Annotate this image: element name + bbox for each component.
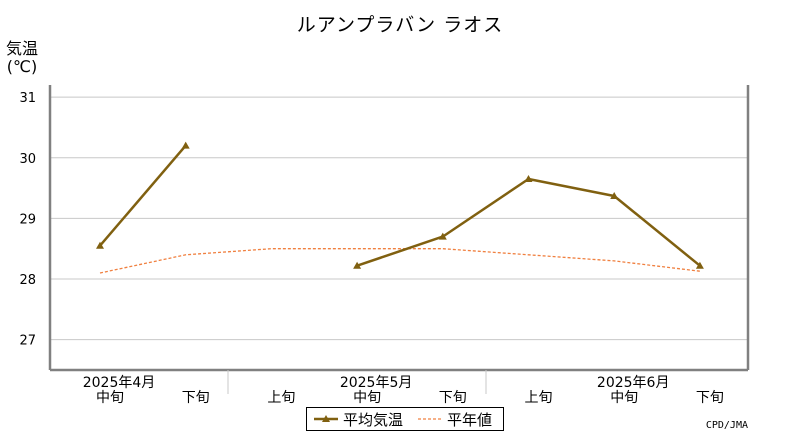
- credit: CPD/JMA: [705, 420, 748, 431]
- mean-data-point: [353, 261, 362, 269]
- mean-series-line: [99, 144, 187, 247]
- y-axis-label-unit: (℃): [6, 57, 38, 76]
- mean-data-point: [438, 232, 447, 240]
- y-tick-label: 28: [19, 273, 36, 288]
- legend-swatch-normal: [418, 418, 443, 420]
- chart-title: ルアンプラバン ラオス: [296, 14, 504, 36]
- month-label: 2025年5月: [340, 375, 413, 391]
- x-tick-label: 下旬: [439, 390, 467, 406]
- plot-area: [50, 85, 748, 370]
- month-label: 2025年6月: [597, 375, 670, 391]
- legend-item-mean: 平均気温: [313, 409, 403, 430]
- x-tick-label: 中旬: [610, 390, 638, 406]
- legend-item-normal: 平年値: [417, 409, 492, 430]
- y-tick-label: 31: [19, 91, 36, 106]
- mean-data-point: [181, 141, 190, 149]
- legend-label-mean: 平均気温: [343, 410, 404, 429]
- mean-data-point: [610, 191, 619, 199]
- x-tick-label: 上旬: [525, 390, 553, 406]
- legend-label-normal: 平年値: [447, 410, 493, 429]
- x-tick-label: 中旬: [96, 390, 124, 406]
- y-axis-label: 気温 (℃): [0, 40, 44, 76]
- x-tick-label: 中旬: [353, 390, 381, 406]
- mean-data-point: [524, 174, 533, 182]
- y-tick-label: 27: [19, 334, 36, 349]
- x-tick-label: 下旬: [182, 390, 210, 406]
- normal-series-line: [99, 248, 700, 274]
- legend-swatch-mean: [314, 415, 338, 422]
- mean-data-point: [96, 241, 104, 249]
- y-axis-label-name: 気温: [5, 39, 38, 58]
- x-tick-label: 下旬: [696, 390, 724, 406]
- mean-data-point: [695, 261, 704, 269]
- legend: 平均気温 平年値: [306, 407, 504, 431]
- y-tick-label: 29: [19, 212, 36, 227]
- month-label: 2025年4月: [83, 375, 156, 391]
- y-tick-label: 30: [19, 152, 36, 167]
- x-tick-label: 上旬: [267, 390, 295, 406]
